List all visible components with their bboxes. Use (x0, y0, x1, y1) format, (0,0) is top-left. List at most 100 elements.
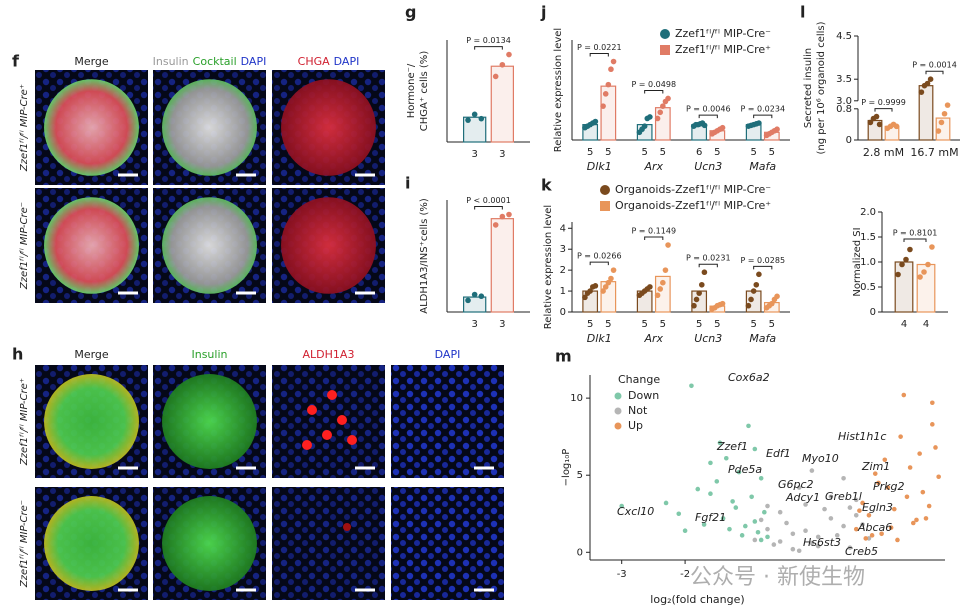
n-label: 5 (587, 319, 593, 330)
data-point (828, 494, 834, 500)
data-point (506, 211, 512, 218)
gene-label: Pde5a (728, 463, 762, 476)
row-label: Zzef1ᶠˡ/ᶠˡ MIP-Cre⁻ (19, 202, 30, 290)
panel-letter: m (555, 347, 572, 366)
data-point (790, 546, 796, 552)
data-point (860, 500, 865, 506)
islet (162, 374, 257, 469)
bar (490, 218, 514, 313)
n-label: 5 (587, 147, 593, 158)
data-point (925, 261, 931, 268)
panel-letter: h (12, 345, 23, 364)
data-point (698, 281, 705, 288)
data-point (777, 509, 783, 515)
p-value: P = 0.0498 (631, 80, 676, 89)
signal (302, 440, 312, 450)
data-point (701, 522, 707, 527)
data-point (752, 537, 758, 543)
data-point (930, 422, 935, 427)
header-part: Merge (74, 348, 109, 361)
data-point (750, 288, 757, 294)
column-header: Merge (74, 55, 109, 68)
islet (162, 496, 257, 591)
data-point (771, 542, 777, 547)
data-point (911, 520, 916, 526)
p-value: P = 0.9999 (861, 98, 906, 107)
y-axis-label: Hormone⁻/ (406, 63, 417, 118)
n-label: 5 (769, 319, 775, 330)
significance-bracket (644, 236, 664, 241)
data-point (587, 288, 593, 294)
data-point (714, 479, 720, 484)
data-point (719, 300, 726, 307)
data-point (689, 383, 694, 389)
data-point (774, 126, 780, 133)
data-point (743, 523, 748, 529)
data-point (790, 531, 796, 537)
signal (322, 430, 332, 440)
data-point (895, 537, 900, 543)
legend-marker (660, 45, 670, 55)
data-point (753, 281, 760, 288)
data-point (723, 455, 729, 461)
data-point (935, 128, 942, 134)
signal (337, 415, 347, 425)
data-point (600, 288, 606, 294)
legend-marker (614, 392, 622, 400)
data-point (662, 267, 669, 273)
gene-label: Zim1 (861, 460, 890, 473)
data-point (647, 114, 653, 120)
data-point (605, 279, 612, 286)
data-point (872, 471, 878, 476)
data-point (853, 512, 859, 518)
islet (44, 197, 139, 294)
data-point (471, 111, 478, 118)
data-point (592, 118, 599, 125)
data-point (739, 533, 745, 538)
data-point (853, 497, 859, 503)
gene-label: Zzef1 (716, 440, 748, 453)
legend-marker (614, 422, 622, 430)
data-point (478, 115, 485, 122)
islet (162, 197, 257, 294)
y-tick-label: 0 (560, 307, 566, 318)
data-point (752, 446, 758, 452)
n-label: 4 (901, 319, 907, 330)
signal (307, 405, 317, 415)
data-point (847, 545, 853, 550)
data-point (873, 113, 880, 120)
n-label: 3 (471, 319, 477, 330)
data-point (665, 95, 671, 102)
data-point (654, 292, 661, 299)
significance-bracket (474, 46, 503, 50)
data-point (701, 122, 708, 129)
data-point (736, 469, 742, 475)
legend-label: Down (628, 389, 659, 402)
islet (44, 374, 139, 469)
n-label: 5 (605, 147, 611, 158)
bar (894, 261, 914, 313)
data-point (815, 534, 821, 540)
data-point (745, 302, 752, 309)
data-point (478, 293, 485, 300)
data-point (869, 533, 875, 538)
data-point (923, 516, 929, 521)
data-point (882, 457, 888, 463)
data-point (895, 271, 901, 278)
y-tick-label: 4 (560, 223, 566, 234)
data-point (765, 503, 770, 509)
gene-label: Myo10 (802, 452, 839, 465)
data-point (860, 522, 865, 527)
data-point (465, 297, 471, 304)
category-label: Ucn3 (694, 332, 722, 345)
gene-label: Cxcl10 (617, 505, 654, 518)
y-axis-label: −log₁₀P (561, 449, 572, 487)
significance-bracket (874, 108, 893, 112)
nuclei (391, 365, 504, 478)
p-value: P = 0.0285 (740, 256, 785, 265)
y-tick-label: 0 (577, 547, 583, 558)
data-point (693, 296, 700, 303)
column-header: Insulin Cocktail DAPI (153, 55, 267, 68)
